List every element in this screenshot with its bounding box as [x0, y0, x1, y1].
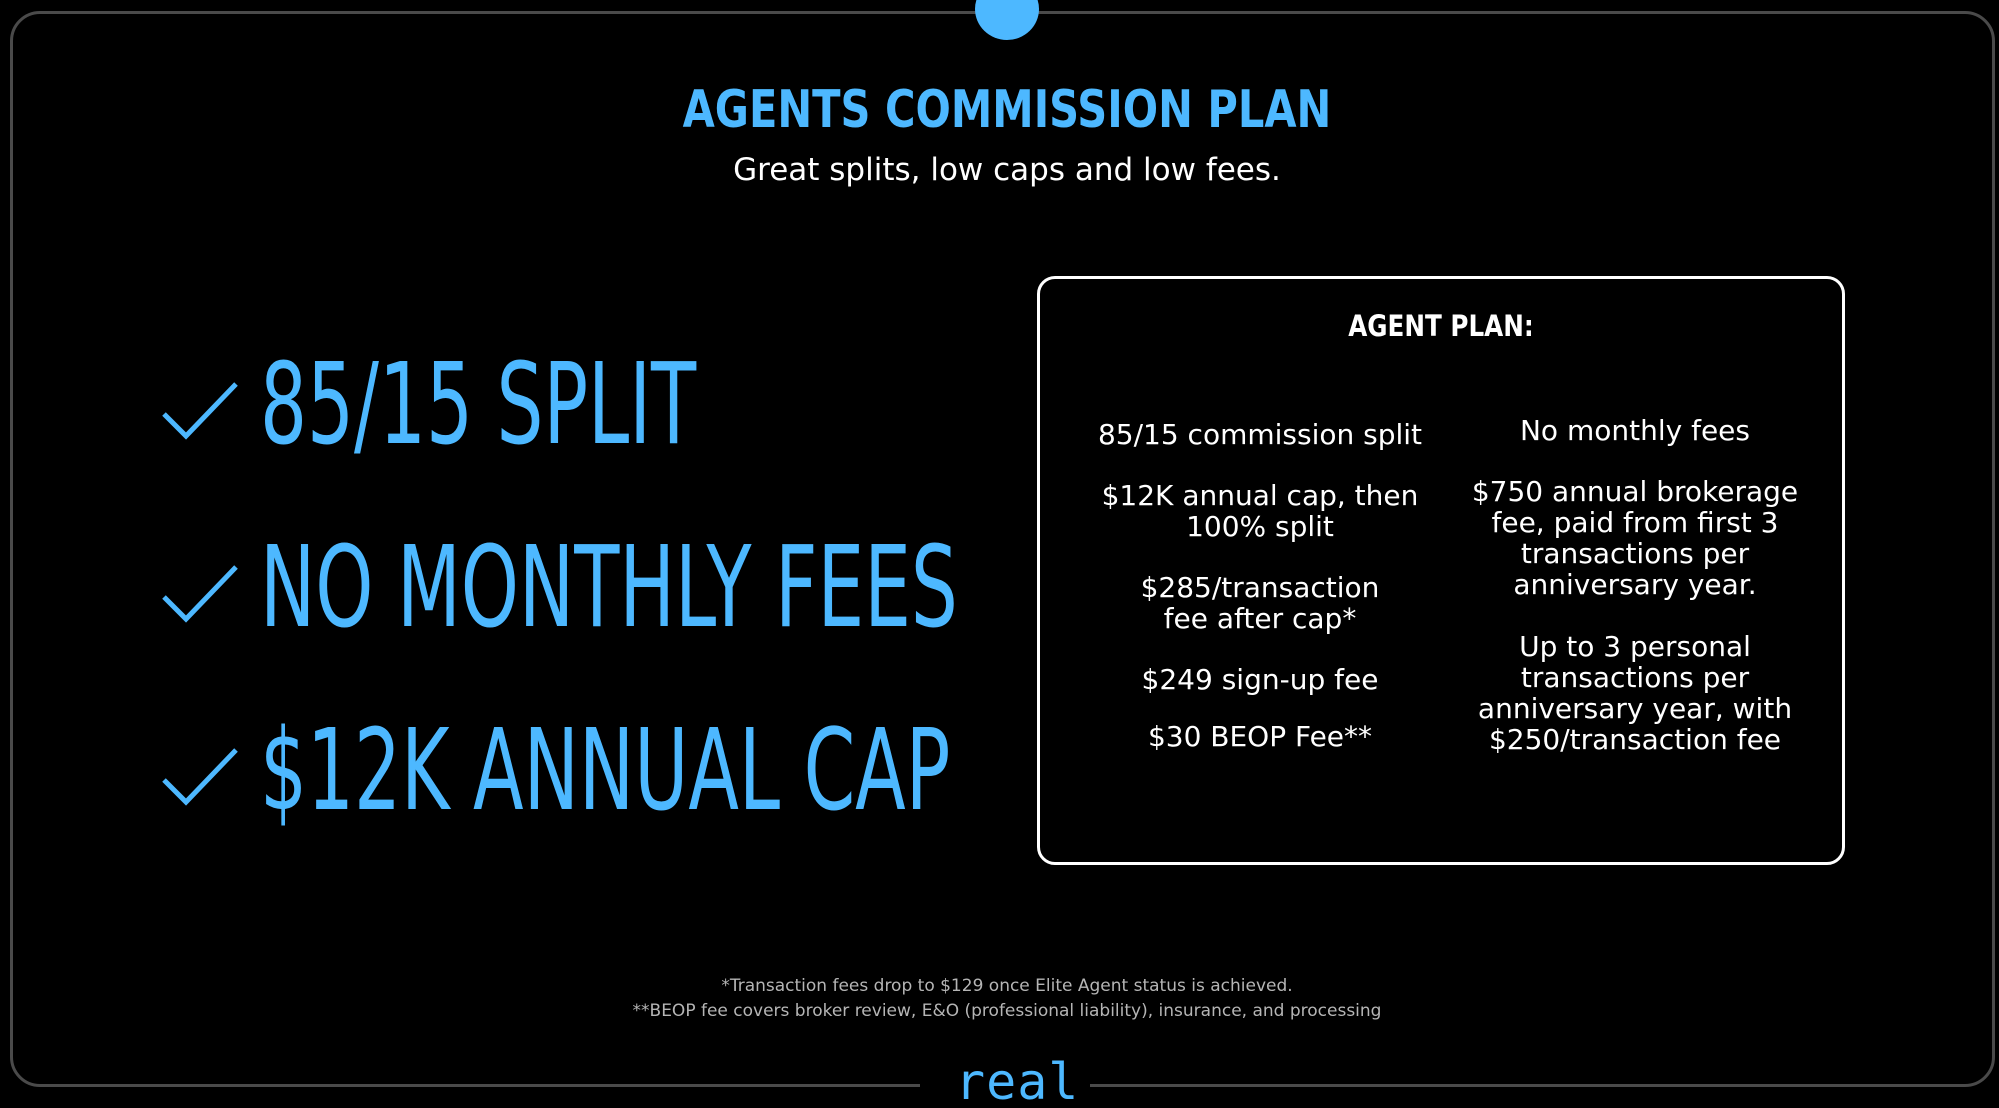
page-title: AGENTS COMMISSION PLAN [682, 80, 1332, 140]
frame-gap [920, 1070, 1090, 1108]
plan-item: Up to 3 personal transactions per annive… [1477, 630, 1793, 756]
page-subtitle: Great splits, low caps and low fees. [733, 152, 1281, 188]
plan-item: $30 BEOP Fee** [1147, 720, 1373, 753]
footnotes: *Transaction fees drop to $129 once Elit… [0, 974, 1999, 1024]
plan-item: $249 sign-up fee [1141, 663, 1379, 696]
checkmark-icon [162, 565, 238, 623]
highlight-text: 85/15 SPLIT [260, 340, 697, 470]
plan-item: $285/transaction fee after cap* [1140, 571, 1380, 635]
real-logo: real [955, 1053, 1080, 1108]
checkmark-icon [162, 748, 238, 806]
footnote: *Transaction fees drop to $129 once Elit… [721, 976, 1293, 996]
plan-item: 85/15 commission split [1097, 418, 1423, 451]
plan-item: No monthly fees [1519, 414, 1750, 447]
highlight-item: $12K ANNUAL CAP [160, 706, 960, 836]
agent-plan-box: AGENT PLAN: 85/15 commission split $12K … [1037, 276, 1845, 865]
highlight-item: 85/15 SPLIT [160, 340, 960, 470]
plan-heading: AGENT PLAN: [1348, 309, 1534, 343]
highlight-text: $12K ANNUAL CAP [260, 706, 951, 836]
checkmark-icon [162, 382, 238, 440]
footnote: **BEOP fee covers broker review, E&O (pr… [632, 1001, 1382, 1021]
highlight-item: NO MONTHLY FEES [160, 523, 960, 653]
highlight-text: NO MONTHLY FEES [260, 523, 958, 653]
plan-item: $12K annual cap, then 100% split [1101, 479, 1419, 543]
plan-item: $750 annual brokerage fee, paid from fir… [1471, 475, 1799, 601]
